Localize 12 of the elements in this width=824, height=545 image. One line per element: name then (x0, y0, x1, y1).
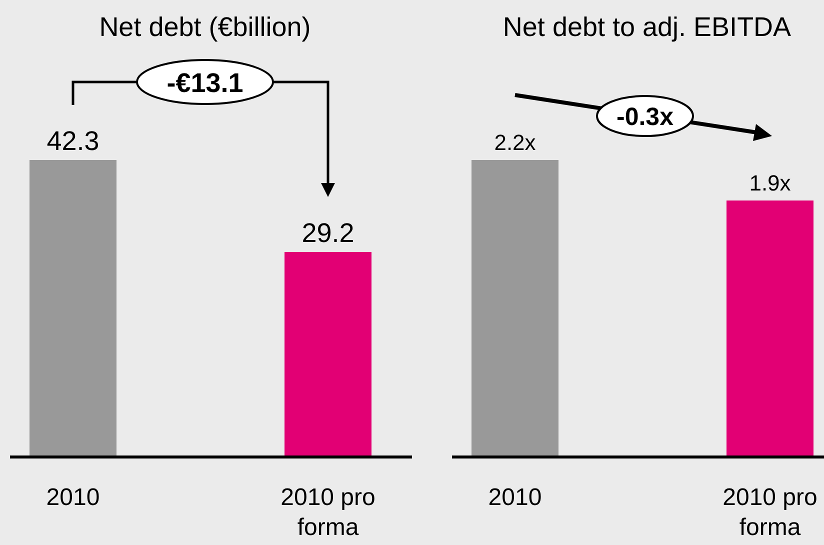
data-label: 42.3 (46, 126, 100, 156)
data-label: 2.2x (494, 130, 536, 155)
x-tick-label: 2010 pro forma (280, 484, 376, 541)
x-tick-label: 2010 (488, 484, 542, 511)
chart-title: Net debt (€billion) (99, 12, 311, 42)
x-tick-label: 2010 pro forma (722, 484, 818, 541)
text: -€13.1 (166, 68, 244, 98)
x-tick-label: 2010 (46, 484, 100, 511)
chart-title: Net debt to adj. EBITDA (502, 12, 792, 42)
text: -0.3x (616, 103, 674, 131)
data-label: 1.9x (749, 170, 791, 196)
data-label: 29.2 (302, 218, 354, 248)
